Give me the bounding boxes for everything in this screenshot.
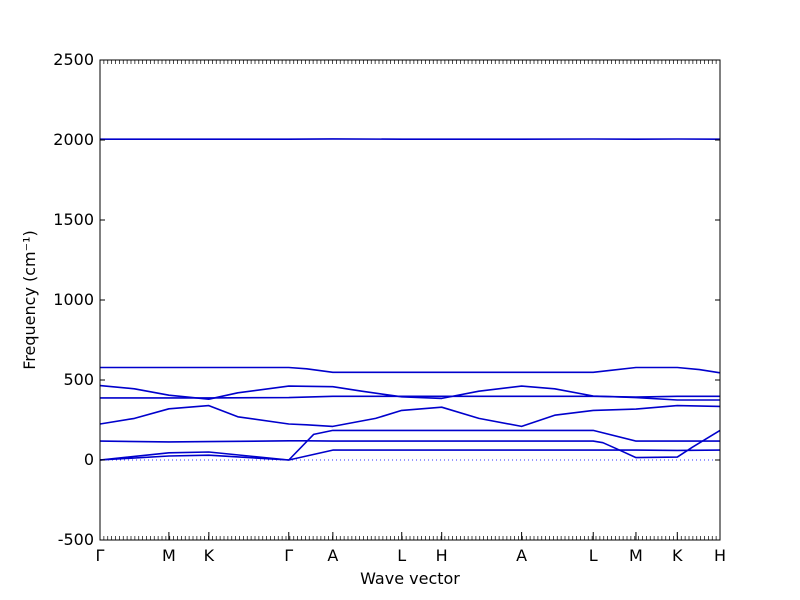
y-tick-label: 2500 — [53, 50, 94, 69]
band-line-8 — [99, 429, 720, 461]
y-tick-labels: -500 0 500 1000 1500 2000 2500 — [53, 50, 94, 549]
x-tick-label: M — [629, 546, 643, 565]
band-line-2 — [100, 366, 721, 374]
band-line-7 — [99, 449, 721, 461]
band-line-4 — [100, 395, 720, 399]
x-tick-label: L — [589, 546, 598, 565]
y-tick-label: 0 — [84, 450, 94, 469]
y-tick-label: -500 — [58, 530, 94, 549]
axis-ticks — [99, 59, 721, 541]
band-line-6 — [99, 429, 721, 459]
x-tick-label: K — [672, 546, 683, 565]
x-tick-label: K — [204, 546, 215, 565]
x-axis-label: Wave vector — [360, 569, 460, 588]
y-tick-label: 1500 — [53, 210, 94, 229]
x-tick-label: Γ — [284, 546, 293, 565]
x-tick-label: H — [714, 546, 726, 565]
band-line-5 — [99, 404, 721, 428]
x-tick-label: Γ — [96, 546, 105, 565]
x-tick-label: A — [327, 546, 338, 565]
x-tick-label: M — [162, 546, 176, 565]
y-tick-label: 1000 — [53, 290, 94, 309]
x-tick-label: A — [516, 546, 527, 565]
y-axis-label: Frequency (cm⁻¹) — [20, 230, 39, 369]
x-tick-label: L — [397, 546, 406, 565]
y-tick-label: 500 — [63, 370, 94, 389]
x-tick-label: H — [436, 546, 448, 565]
y-tick-label: 2000 — [53, 130, 94, 149]
plot-area — [99, 138, 721, 461]
